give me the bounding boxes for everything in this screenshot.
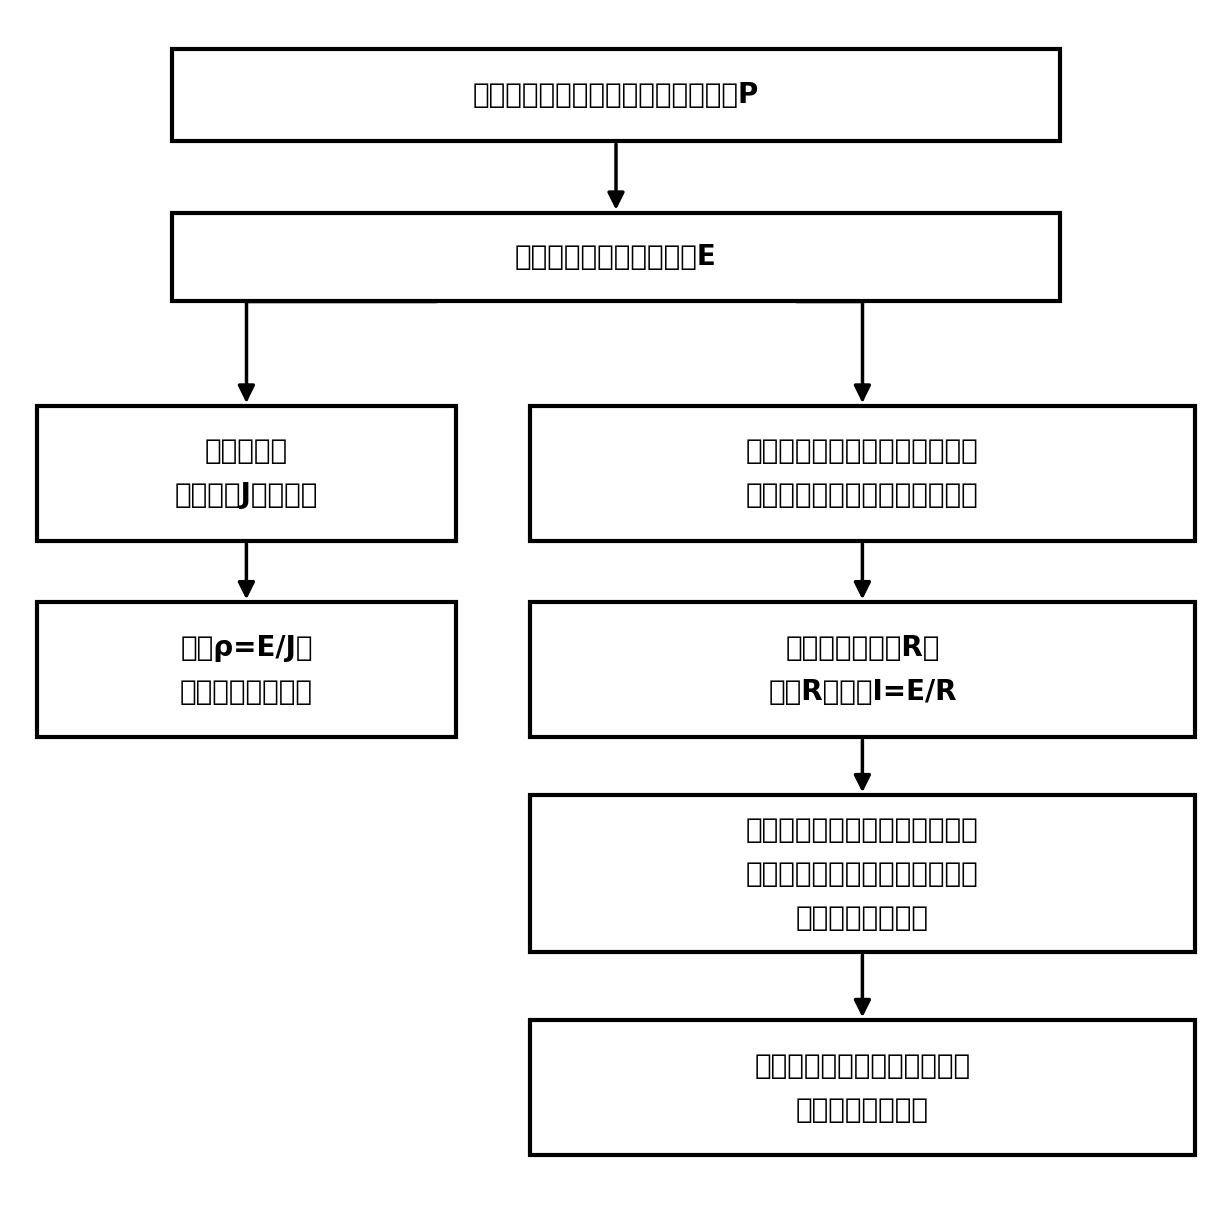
Bar <box>530 406 1195 541</box>
Text: 通过R的电流I=E/R: 通过R的电流I=E/R <box>768 678 957 705</box>
Text: 对于每个微电阵R，: 对于每个微电阵R， <box>785 634 940 661</box>
Bar <box>37 602 456 737</box>
Text: 根据ρ=E/J，: 根据ρ=E/J， <box>180 634 313 661</box>
Text: 阵值关系的方程组: 阵值关系的方程组 <box>796 905 929 932</box>
Text: 一个微电阵，建立等效电阵模型: 一个微电阵，建立等效电阵模型 <box>747 482 978 509</box>
Text: 电流密度J均匀分布: 电流密度J均匀分布 <box>175 482 318 509</box>
Bar <box>530 795 1195 952</box>
Bar <box>172 49 1060 141</box>
Text: 电压表采集扫描范围内各个点的电势P: 电压表采集扫描范围内各个点的电势P <box>473 81 759 109</box>
Bar <box>530 602 1195 737</box>
Text: 对微电阵模型内的节点应用基尔: 对微电阵模型内的节点应用基尔 <box>747 816 978 843</box>
Text: 霍夫电流定律，得到关于微电阵: 霍夫电流定律，得到关于微电阵 <box>747 860 978 887</box>
Bar <box>172 213 1060 301</box>
Text: 介观尺度，: 介观尺度， <box>205 438 288 465</box>
Text: 得出电阵分布情况: 得出电阵分布情况 <box>180 678 313 705</box>
Text: 根据实际情况，求解方程组，: 根据实际情况，求解方程组， <box>754 1052 971 1079</box>
Bar <box>530 1020 1195 1155</box>
Text: 得到阵值分布情况: 得到阵值分布情况 <box>796 1096 929 1123</box>
Bar <box>37 406 456 541</box>
Text: 微观尺度，每相邻两点之间视为: 微观尺度，每相邻两点之间视为 <box>747 438 978 465</box>
Text: 得到每相邻两点的电势巪E: 得到每相邻两点的电势巪E <box>515 243 717 270</box>
